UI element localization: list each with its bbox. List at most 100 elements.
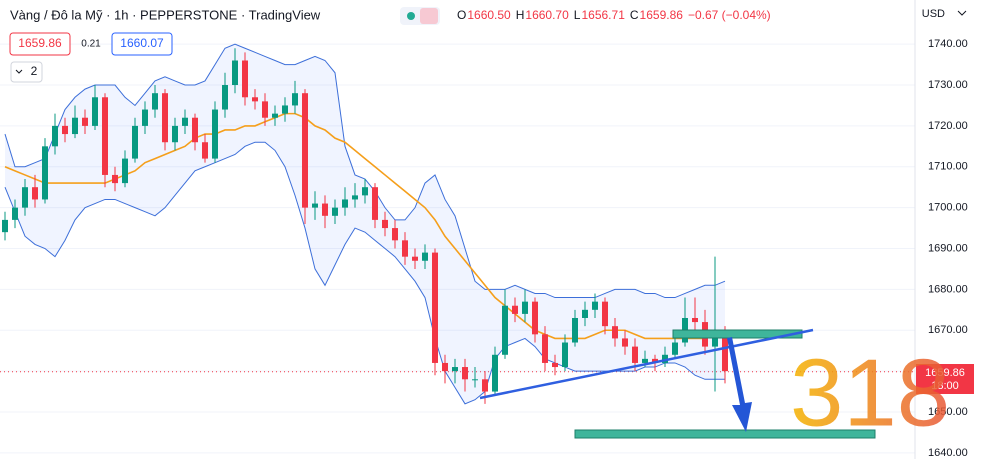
candle-body xyxy=(502,305,508,355)
currency[interactable]: USD xyxy=(922,8,945,20)
candle-body xyxy=(582,309,588,318)
price-tag xyxy=(916,364,974,394)
candle-body xyxy=(352,195,358,200)
candle-body xyxy=(592,301,598,310)
candle-body xyxy=(202,142,208,159)
candle-body xyxy=(182,117,188,126)
bollinger-band xyxy=(4,141,725,405)
candle-body xyxy=(322,203,328,216)
candle-body xyxy=(162,93,168,143)
indicators-count[interactable]: 2 xyxy=(31,64,38,78)
candle-body xyxy=(192,117,198,143)
sell-price[interactable]: 1659.86 xyxy=(18,36,62,50)
candle-body xyxy=(442,362,448,372)
candle-body xyxy=(602,301,608,327)
quote-key: C xyxy=(630,8,639,22)
candle-body xyxy=(522,301,528,314)
y-tick-label: 1710.00 xyxy=(928,161,968,173)
candle-body xyxy=(332,207,338,216)
y-tick-label: 1720.00 xyxy=(928,120,968,132)
candle-body xyxy=(532,301,538,335)
data-icon xyxy=(420,8,438,24)
quote-value: 1660.70 xyxy=(525,8,569,22)
y-tick-label: 1640.00 xyxy=(928,447,968,459)
y-tick-label: 1680.00 xyxy=(928,283,968,295)
candle-body xyxy=(72,117,78,135)
candle-body xyxy=(482,379,488,392)
candle-body xyxy=(642,358,648,363)
candle-body xyxy=(292,93,298,106)
candle-body xyxy=(412,256,418,261)
candle-body xyxy=(102,97,108,175)
candle-body xyxy=(562,342,568,368)
candle-body xyxy=(392,228,398,241)
candle-body xyxy=(112,174,118,184)
resistance-zone xyxy=(672,329,803,339)
candle-body xyxy=(92,97,98,126)
y-tick-label: 1730.00 xyxy=(928,79,968,91)
market-open-dot xyxy=(407,12,415,20)
candle-body xyxy=(32,187,38,200)
candle-body xyxy=(132,125,138,159)
header-bg xyxy=(0,0,912,28)
candle-body xyxy=(432,252,438,363)
indicators-toggle[interactable] xyxy=(10,61,43,83)
quote-value: 1660.50 xyxy=(467,8,511,22)
candle-body xyxy=(652,358,658,363)
candle-body xyxy=(342,199,348,208)
y-tick-label: 1650.00 xyxy=(928,406,968,418)
candle-body xyxy=(122,158,128,184)
candle-body xyxy=(232,60,238,86)
sell-button[interactable] xyxy=(9,32,71,56)
candle-body xyxy=(12,207,18,220)
trend-line xyxy=(479,328,814,400)
support-zone xyxy=(574,429,876,439)
countdown: 18:00 xyxy=(931,380,959,392)
candle-body xyxy=(612,326,618,339)
y-tick-label: 1700.00 xyxy=(928,202,968,214)
indicators-chevron[interactable] xyxy=(15,69,23,74)
currency-chevron[interactable] xyxy=(957,10,967,16)
candle-body xyxy=(302,93,308,208)
candle-body xyxy=(212,109,218,159)
watermark: 318 xyxy=(790,339,950,446)
quote-value: 1659.86 xyxy=(640,8,684,22)
candle-body xyxy=(2,219,8,233)
candle-body xyxy=(142,109,148,126)
candle-body xyxy=(42,146,48,200)
quote-value: 1656.71 xyxy=(581,8,625,22)
y-tick-label: 1740.00 xyxy=(928,38,968,50)
candle-body xyxy=(452,367,458,372)
candle-body xyxy=(82,117,88,126)
candle-body xyxy=(372,187,378,220)
quote-key: H xyxy=(516,8,525,22)
candle-body xyxy=(362,187,368,196)
candle-body xyxy=(242,60,248,98)
buy-price[interactable]: 1660.07 xyxy=(120,36,164,50)
candle-body xyxy=(462,367,468,380)
buy-button[interactable] xyxy=(111,32,173,56)
candle-body xyxy=(492,354,498,392)
symbol-title: Vàng / Đô la Mỹ · 1h · PEPPERSTONE · Tra… xyxy=(10,7,321,22)
band-fill xyxy=(5,44,725,404)
candle-body xyxy=(52,125,58,147)
candle-body xyxy=(222,85,228,110)
candle-body xyxy=(632,346,638,363)
candle-body xyxy=(172,125,178,143)
candle-body xyxy=(722,330,728,372)
candle-body xyxy=(692,317,698,323)
candle-body xyxy=(542,334,548,363)
quote-key: O xyxy=(457,8,466,22)
candle-body xyxy=(252,97,258,102)
price-tag-label: 1659.86 xyxy=(925,367,965,379)
candle-body xyxy=(662,354,668,363)
y-tick-label: 1690.00 xyxy=(928,242,968,254)
arrow-down xyxy=(727,337,752,432)
candle-body xyxy=(62,125,68,135)
candle-body xyxy=(272,113,278,118)
quote-key: L xyxy=(574,8,581,22)
candle-body xyxy=(572,317,578,343)
candle-body xyxy=(282,105,288,114)
candle-body xyxy=(472,379,478,381)
